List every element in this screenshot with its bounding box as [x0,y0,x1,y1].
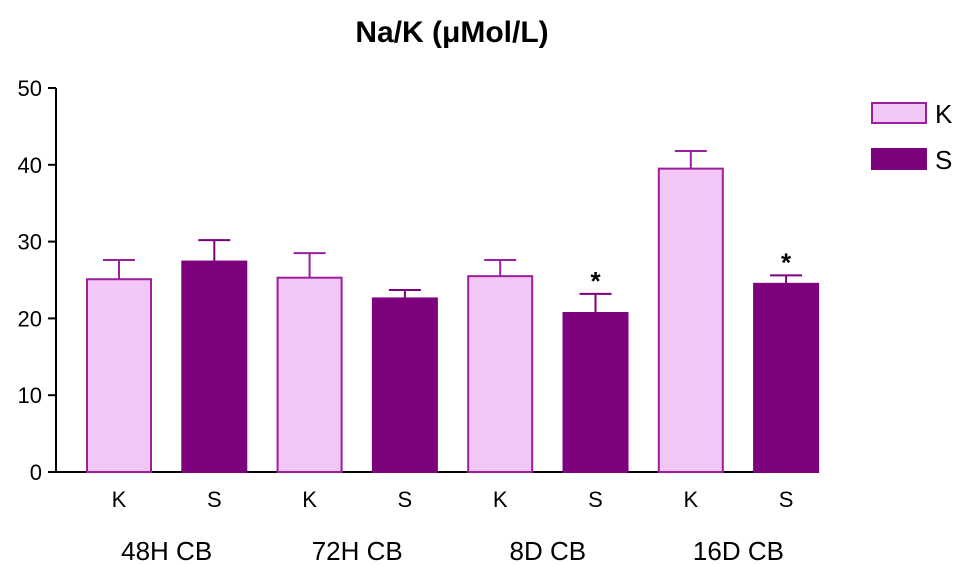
legend-swatch-k [871,102,927,124]
error-bars: ** [103,149,803,314]
group-label: 16D CB [693,536,784,565]
group-label: 48H CB [121,536,212,565]
category-label: K [493,487,508,512]
y-tick-label: 10 [18,383,42,408]
bar-k [86,278,152,473]
legend-swatch-s [871,148,927,170]
bars [86,167,820,474]
bar-s [562,312,629,473]
category-label: K [112,487,127,512]
y-tick-label: 30 [18,230,42,255]
group-label: 8D CB [510,536,587,565]
category-label: K [683,487,698,512]
y-tick-label: 0 [30,460,42,485]
bar-k [467,275,534,473]
y-tick-label: 40 [18,153,42,178]
bar-s [753,282,820,473]
y-tick-label: 20 [18,306,42,331]
category-label: S [779,487,794,512]
group-label: 72H CB [312,536,403,565]
significance-marker: * [590,266,601,296]
chart-title: Na/K (μMol/L) [355,16,548,49]
y-tick-label: 50 [18,76,42,101]
bar-s [371,297,438,473]
legend: KS [871,99,953,175]
significance-marker: * [781,247,792,277]
category-label: S [588,487,603,512]
bar-k [276,276,343,474]
legend-label-k: K [935,99,953,129]
category-label: K [302,487,317,512]
legend-label-s: S [935,145,952,175]
category-label: S [207,487,222,512]
bar-k [657,167,724,473]
category-label: S [398,487,413,512]
bar-s [181,260,248,473]
